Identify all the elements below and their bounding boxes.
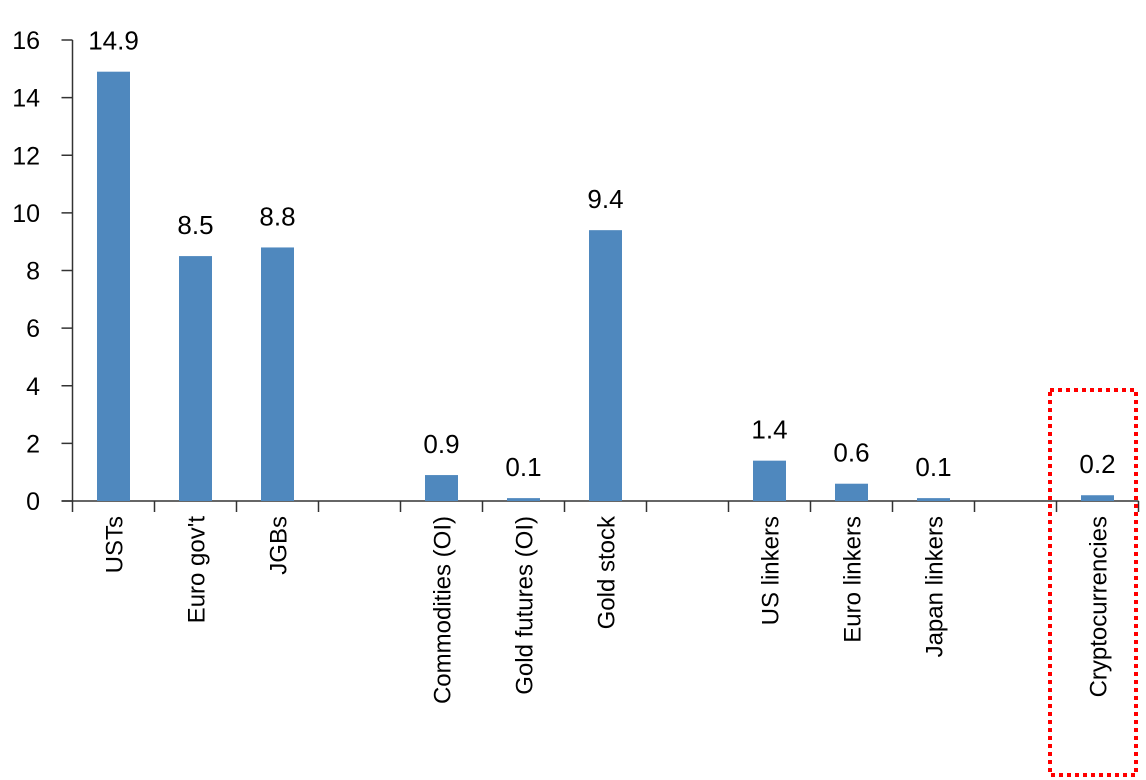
category-label: Gold stock xyxy=(594,515,621,629)
data-label: 0.2 xyxy=(1079,449,1115,479)
y-tick-label: 16 xyxy=(12,27,40,55)
highlight-box xyxy=(1048,388,1138,777)
y-tick-label: 4 xyxy=(26,373,40,401)
data-label: 9.4 xyxy=(587,184,623,214)
bar xyxy=(261,247,294,501)
y-tick-label: 12 xyxy=(12,142,40,170)
bar xyxy=(589,230,622,501)
bar xyxy=(835,483,868,501)
category-label: USTs xyxy=(102,516,129,573)
data-label: 14.9 xyxy=(88,26,139,56)
data-label: 8.5 xyxy=(177,210,213,240)
data-label: 0.1 xyxy=(915,452,951,482)
bar xyxy=(179,256,212,501)
y-tick-label: 2 xyxy=(26,430,40,458)
bar xyxy=(507,498,540,501)
category-label: US linkers xyxy=(758,516,785,625)
y-tick-label: 14 xyxy=(12,85,40,113)
bar xyxy=(425,475,458,501)
bar xyxy=(917,498,950,501)
category-label: Euro linkers xyxy=(840,516,867,643)
bar xyxy=(97,71,130,501)
data-label: 0.6 xyxy=(833,438,869,468)
data-label: 0.1 xyxy=(505,452,541,482)
y-tick-label: 8 xyxy=(26,258,40,286)
category-label: Cryptocurrencies xyxy=(1086,516,1113,697)
category-label: Euro gov't xyxy=(184,516,211,624)
y-tick-label: 6 xyxy=(26,315,40,343)
category-label: Commodities (OI) xyxy=(430,516,457,704)
y-tick-label: 0 xyxy=(26,488,40,516)
bar xyxy=(753,460,786,501)
y-tick-label: 10 xyxy=(12,200,40,228)
category-label: JGBs xyxy=(266,516,293,575)
category-label: Gold futures (OI) xyxy=(512,516,539,695)
bar xyxy=(1081,495,1114,501)
data-label: 0.9 xyxy=(423,429,459,459)
category-label: Japan linkers xyxy=(922,516,949,657)
data-label: 1.4 xyxy=(751,415,787,445)
data-label: 8.8 xyxy=(259,201,295,231)
